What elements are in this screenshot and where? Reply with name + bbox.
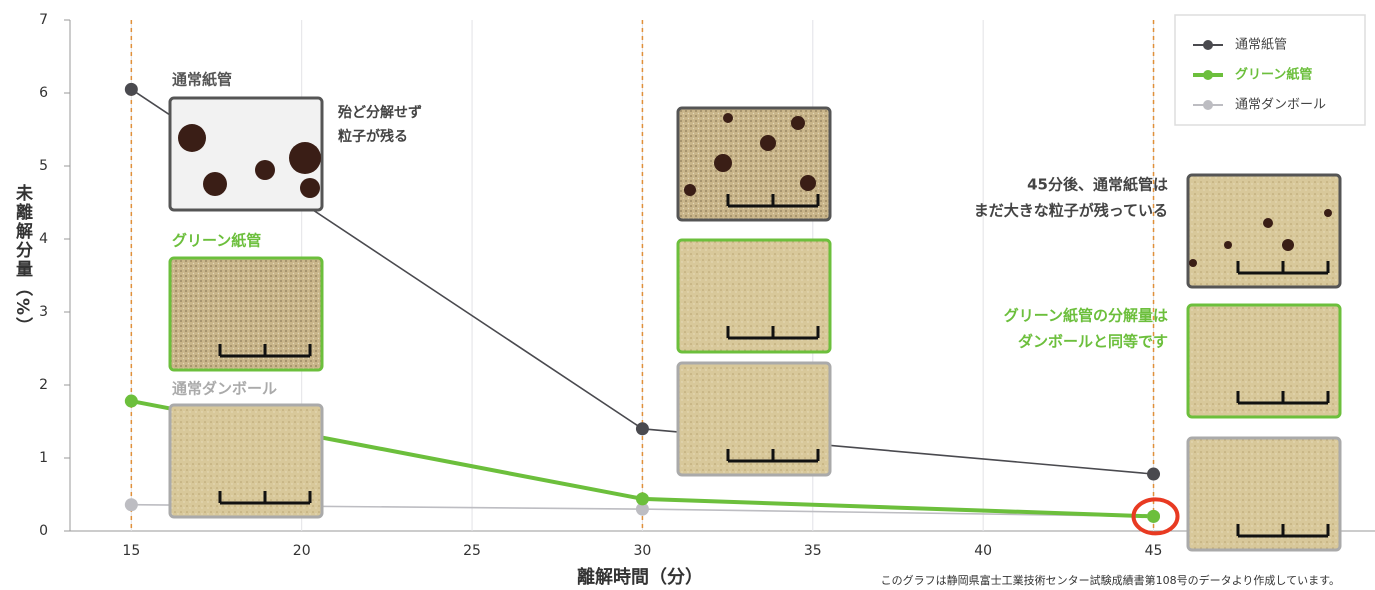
legend-label: グリーン紙管 xyxy=(1235,67,1312,83)
annotation: 殆ど分解せず xyxy=(337,104,422,121)
particle xyxy=(1224,241,1232,249)
legend-label: 通常紙管 xyxy=(1235,38,1287,53)
x-tick-label: 30 xyxy=(634,543,652,559)
photo xyxy=(1186,303,1342,419)
scale-bar xyxy=(218,344,312,358)
x-tick-label: 15 xyxy=(122,543,140,559)
x-tick-label: 40 xyxy=(974,543,992,559)
series-point xyxy=(635,492,649,506)
particle xyxy=(791,116,805,130)
annotation: 45分後、通常紙管は xyxy=(1027,176,1168,194)
scale-bar xyxy=(726,194,820,208)
scale-bar xyxy=(726,326,820,340)
legend-dot xyxy=(1203,70,1213,80)
highlight-circle xyxy=(1131,497,1180,536)
particle xyxy=(255,160,275,180)
particle xyxy=(723,113,733,123)
photo-frame xyxy=(676,361,832,477)
photo-frame xyxy=(676,238,832,354)
particle xyxy=(203,172,227,196)
particle xyxy=(760,135,776,151)
y-tick-label: 0 xyxy=(39,523,48,539)
x-tick-label: 20 xyxy=(293,543,311,559)
legend-dot xyxy=(1203,100,1213,110)
x-axis-label: 離解時間（分） xyxy=(577,566,703,588)
photo-label: 通常ダンボール xyxy=(172,380,277,398)
series-point xyxy=(635,502,649,516)
legend-dot xyxy=(1203,40,1213,50)
annotation: ダンボールと同等です xyxy=(1018,333,1168,351)
photo-frame xyxy=(676,106,832,222)
footnote: このグラフは静岡県富士工業技術センター試験成績書第108号のデータより作成してい… xyxy=(881,573,1340,587)
x-tick-label: 35 xyxy=(804,543,822,559)
particle xyxy=(1189,259,1197,267)
photo xyxy=(1186,436,1342,552)
photo xyxy=(676,361,832,477)
photo xyxy=(168,403,324,519)
y-tick-label: 4 xyxy=(39,231,48,247)
particle xyxy=(800,175,816,191)
photo-frame xyxy=(168,403,324,519)
legend-label: 通常ダンボール xyxy=(1235,98,1326,113)
y-tick-label: 6 xyxy=(39,85,48,101)
scale-bar xyxy=(1236,524,1330,538)
series-point xyxy=(124,394,138,408)
particle xyxy=(714,154,732,172)
y-tick-label: 3 xyxy=(39,304,48,320)
annotation: グリーン紙管の分解量は xyxy=(1004,307,1168,325)
photo-frame xyxy=(1186,436,1342,552)
y-tick-label: 5 xyxy=(39,158,48,174)
y-tick-label: 2 xyxy=(39,377,48,393)
annotation: まだ大きな粒子が残っている xyxy=(974,202,1168,220)
photo xyxy=(676,238,832,354)
y-axis-label: 未離解分量（%） xyxy=(12,183,34,336)
y-tick-label: 7 xyxy=(39,12,48,28)
series-point xyxy=(124,498,138,512)
series-point xyxy=(1147,467,1161,481)
series-point xyxy=(124,82,138,96)
photo-frame xyxy=(1186,173,1342,289)
particle xyxy=(684,184,696,196)
photos xyxy=(168,96,1342,552)
photo-frame xyxy=(168,256,324,372)
annotation: 粒子が残る xyxy=(338,128,408,145)
photo-frame xyxy=(1186,303,1342,419)
scale-bar xyxy=(1236,391,1330,405)
particle xyxy=(1282,239,1294,251)
x-tick-label: 45 xyxy=(1145,543,1163,559)
particle xyxy=(178,124,206,152)
photo xyxy=(168,96,324,212)
photo xyxy=(676,106,832,222)
scale-bar xyxy=(726,449,820,463)
scale-bar xyxy=(218,491,312,505)
particle xyxy=(289,142,321,174)
particle xyxy=(1263,218,1273,228)
photo-label: グリーン紙管 xyxy=(172,232,261,250)
series-point xyxy=(1147,509,1161,523)
series-point xyxy=(635,422,649,436)
photo-label: 通常紙管 xyxy=(172,71,232,89)
y-tick-label: 1 xyxy=(39,450,48,466)
photo xyxy=(1186,173,1342,289)
particle xyxy=(300,178,320,198)
scale-bar xyxy=(1236,261,1330,275)
photo xyxy=(168,256,324,372)
x-tick-label: 25 xyxy=(463,543,481,559)
particle xyxy=(1324,209,1332,217)
